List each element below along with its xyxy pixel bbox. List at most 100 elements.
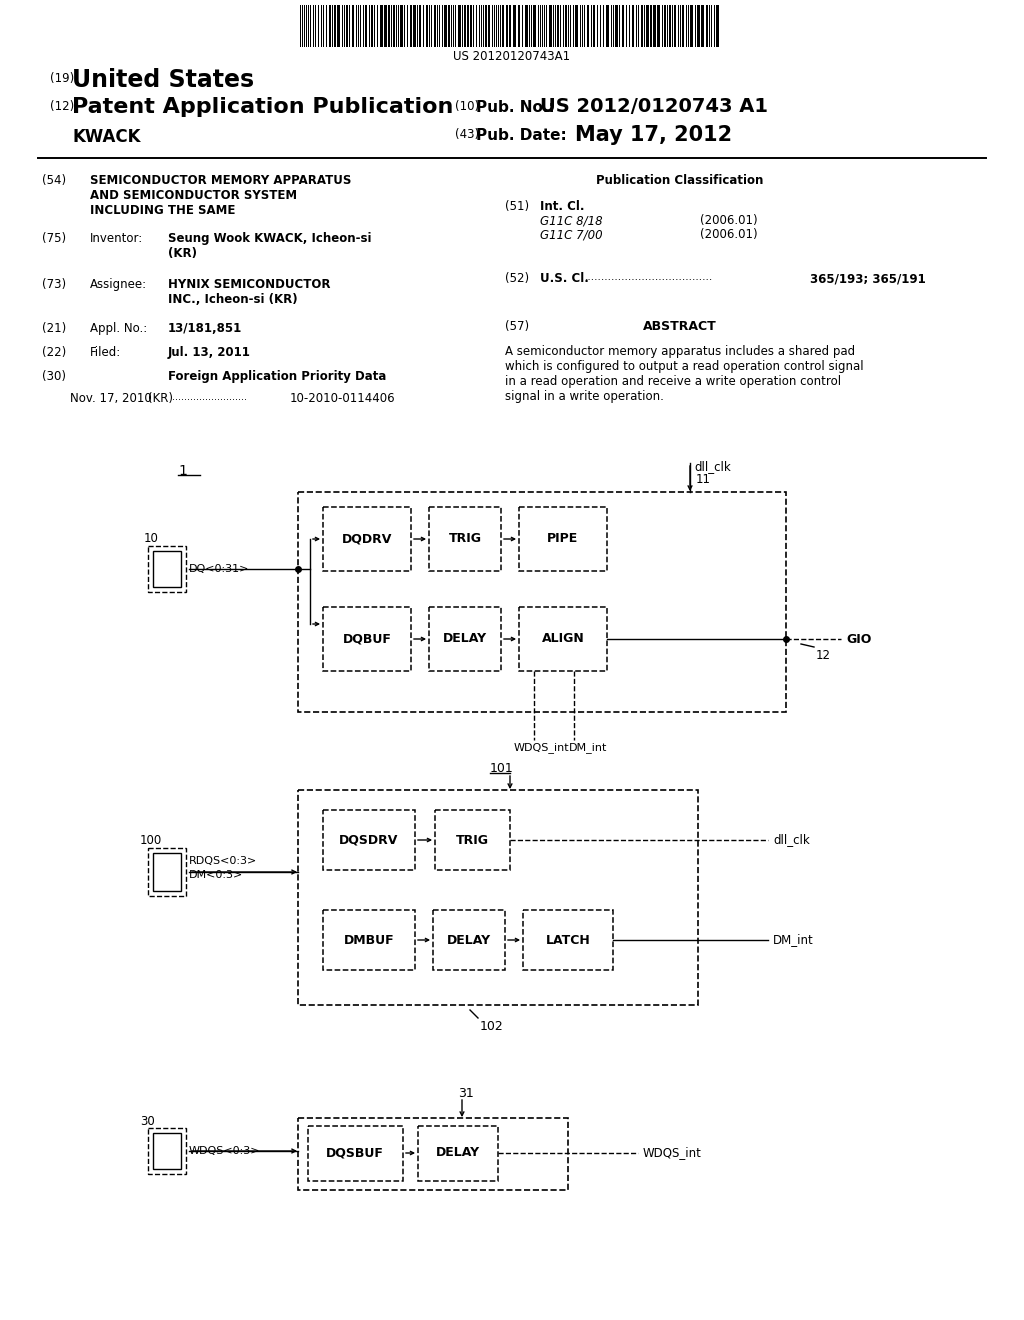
Bar [298,492,786,711]
Text: Assignee:: Assignee: [90,279,147,290]
Text: 12: 12 [816,649,831,663]
Bar [470,5,472,48]
Text: (19): (19) [50,73,75,84]
Text: Publication Classification: Publication Classification [596,174,764,187]
Text: (KR): (KR) [168,247,197,260]
Text: ALIGN: ALIGN [542,632,585,645]
Bar [657,5,660,48]
Bar [549,5,552,48]
Text: Filed:: Filed: [90,346,121,359]
Text: DQSDRV: DQSDRV [339,833,398,846]
Bar [690,5,693,48]
Bar [298,1118,568,1191]
Bar [323,810,415,870]
Text: DQSBUF: DQSBUF [326,1147,384,1159]
Text: KWACK: KWACK [72,128,140,147]
Bar [519,607,607,671]
Text: 365/193; 365/191: 365/193; 365/191 [810,272,926,285]
Text: (21): (21) [42,322,67,335]
Text: Jul. 13, 2011: Jul. 13, 2011 [168,346,251,359]
Text: 102: 102 [480,1020,504,1034]
Text: DQDRV: DQDRV [342,532,392,545]
Bar [334,5,336,48]
Text: WDQS_int: WDQS_int [514,742,569,752]
Text: INCLUDING THE SAME: INCLUDING THE SAME [90,205,236,216]
Bar [669,5,671,48]
Text: Pub. No.:: Pub. No.: [476,100,555,115]
Text: .........................: ......................... [172,392,247,403]
Bar [308,1126,403,1181]
Bar [587,5,589,48]
Bar [380,5,383,48]
Text: PIPE: PIPE [548,532,579,545]
Bar [371,5,373,48]
Bar [513,5,516,48]
Bar [434,5,436,48]
Bar [148,1129,186,1173]
Text: GIO: GIO [846,634,871,645]
Text: DELAY: DELAY [443,632,487,645]
Bar [148,546,186,591]
Text: DM_int: DM_int [569,742,607,752]
Bar [534,5,536,48]
Text: DM<0:3>: DM<0:3> [189,870,244,880]
Bar [435,810,510,870]
Bar [641,5,643,48]
Text: TRIG: TRIG [456,833,488,846]
Text: HYNIX SEMICONDUCTOR: HYNIX SEMICONDUCTOR [168,279,331,290]
Bar [148,847,186,896]
Bar [701,5,705,48]
Bar [384,5,387,48]
Text: US 2012/0120743 A1: US 2012/0120743 A1 [540,96,768,116]
Text: (75): (75) [42,232,67,246]
Text: 1: 1 [178,465,186,478]
Text: 13/181,851: 13/181,851 [168,322,243,335]
Text: DQ<0:31>: DQ<0:31> [189,564,250,574]
Text: 30: 30 [140,1115,155,1129]
Bar [523,909,613,970]
Bar [606,5,609,48]
Text: United States: United States [72,69,254,92]
Text: Seung Wook KWACK, Icheon-si: Seung Wook KWACK, Icheon-si [168,232,372,246]
Bar [400,5,403,48]
Text: DELAY: DELAY [446,933,492,946]
Bar [433,909,505,970]
Bar [329,5,331,48]
Bar [388,5,390,48]
Text: dll_clk: dll_clk [694,459,731,473]
Bar [429,507,501,572]
Bar [716,5,719,48]
Text: in a read operation and receive a write operation control: in a read operation and receive a write … [505,375,841,388]
Bar [410,5,412,48]
Text: 31: 31 [458,1086,474,1100]
Bar [323,507,411,572]
Text: LATCH: LATCH [546,933,591,946]
Bar [488,5,490,48]
Bar [467,5,469,48]
Bar [622,5,624,48]
Bar [697,5,700,48]
Bar [519,507,607,572]
Bar [525,5,528,48]
Bar [393,5,395,48]
Text: dll_clk: dll_clk [773,833,810,846]
Text: DMBUF: DMBUF [344,933,394,946]
Text: Foreign Application Priority Data: Foreign Application Priority Data [168,370,386,383]
Text: Nov. 17, 2010: Nov. 17, 2010 [70,392,152,405]
Text: (12): (12) [50,100,75,114]
Text: (2006.01): (2006.01) [700,228,758,242]
Text: signal in a write operation.: signal in a write operation. [505,389,664,403]
Text: WDQS<0:3>: WDQS<0:3> [189,1146,260,1156]
Bar [153,1133,181,1170]
Text: (2006.01): (2006.01) [700,214,758,227]
Bar [429,607,501,671]
Text: which is configured to output a read operation control signal: which is configured to output a read ope… [505,360,863,374]
Text: Inventor:: Inventor: [90,232,143,246]
Bar [298,789,698,1005]
Text: (57): (57) [505,319,529,333]
Text: May 17, 2012: May 17, 2012 [575,125,732,145]
Text: (10): (10) [455,100,479,114]
Text: DELAY: DELAY [436,1147,480,1159]
Text: DQBUF: DQBUF [343,632,391,645]
Text: U.S. Cl.: U.S. Cl. [540,272,589,285]
